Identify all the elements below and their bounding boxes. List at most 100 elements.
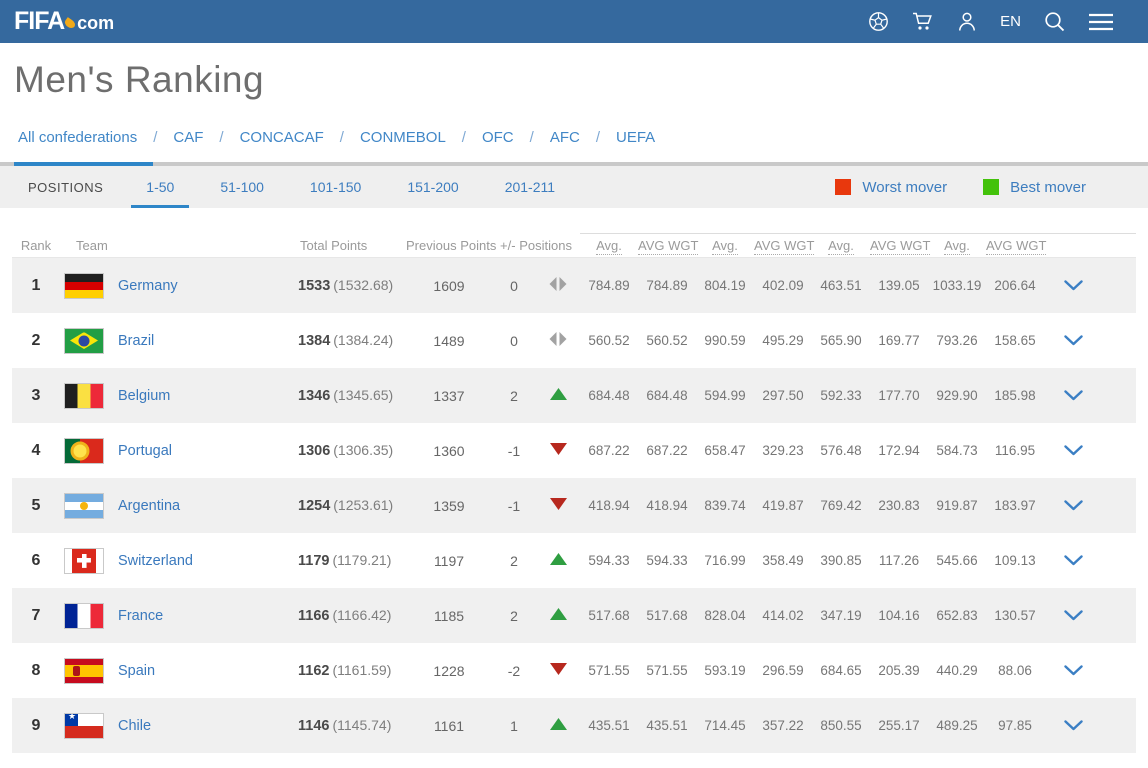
movement-cell <box>536 332 580 349</box>
stat-value: 109.13 <box>994 553 1036 568</box>
expand-row-button[interactable] <box>1044 280 1102 291</box>
table-row: 2 Brazil 1384 (1384.24) 1489 0 560.52 560… <box>12 313 1136 368</box>
stat-column-link[interactable]: Avg. <box>596 237 622 255</box>
flag-cell <box>60 272 108 299</box>
positions-range-tab[interactable]: 201-211 <box>482 166 578 208</box>
rank-cell: 4 <box>31 441 41 459</box>
year-header-row <box>12 212 1136 234</box>
rank-cell: 2 <box>31 331 41 349</box>
stat-value: 206.64 <box>994 278 1036 293</box>
expand-row-button[interactable] <box>1044 720 1102 731</box>
total-points-exact: (1166.42) <box>332 607 392 623</box>
stat-column-link[interactable]: AVG WGT <box>986 237 1047 255</box>
down-arrow-icon <box>549 498 567 510</box>
fifa-logo[interactable]: FIFA com <box>14 7 114 36</box>
confederation-tab[interactable]: CONMEBOL <box>344 125 462 162</box>
movement-cell <box>536 718 580 733</box>
stat-column-header: AVG WGT <box>986 237 1047 255</box>
stat-value: 594.33 <box>588 553 630 568</box>
team-link[interactable]: France <box>118 607 164 624</box>
total-points-header: Total Points <box>300 237 368 253</box>
confederation-tab[interactable]: CAF <box>157 125 219 162</box>
positions-range-tab[interactable]: 1-50 <box>123 166 197 208</box>
tab-separator: / <box>529 129 534 146</box>
top-bar: FIFA com EN <box>0 0 1148 43</box>
team-link[interactable]: Spain <box>118 662 156 679</box>
user-icon[interactable] <box>957 11 977 32</box>
flag-cell <box>60 657 108 684</box>
language-selector[interactable]: EN <box>1000 13 1021 30</box>
team-header: Team <box>76 237 108 253</box>
flag-cell <box>60 492 108 519</box>
tab-separator: / <box>339 129 344 146</box>
cart-icon[interactable] <box>912 11 934 32</box>
confederation-tab[interactable]: AFC <box>534 125 596 162</box>
up-arrow-icon <box>549 608 567 620</box>
team-cell: France <box>108 608 288 624</box>
legend-label: Best mover <box>1010 178 1086 196</box>
confederation-tab[interactable]: OFC <box>466 125 530 162</box>
confederation-tab-label: CONCACAF <box>239 129 324 146</box>
total-points-value: 1162 <box>298 663 330 679</box>
expand-row-button[interactable] <box>1044 555 1102 566</box>
stat-value: 687.22 <box>646 443 688 458</box>
stat-value: 714.45 <box>704 718 746 733</box>
rank-cell: 6 <box>31 551 41 569</box>
stat-column-link[interactable]: Avg. <box>712 237 738 255</box>
stat-value: 418.94 <box>646 498 688 513</box>
stat-column-header: Avg. <box>696 237 754 255</box>
positions-range-tab[interactable]: 151-200 <box>384 166 481 208</box>
stat-value: 565.90 <box>820 333 862 348</box>
expand-row-button[interactable] <box>1044 445 1102 456</box>
expand-row-button[interactable] <box>1044 665 1102 676</box>
rank-cell: 5 <box>31 496 41 514</box>
up-arrow-icon <box>549 718 567 730</box>
positions-range-tab[interactable]: 101-150 <box>287 166 384 208</box>
position-change-cell: -1 <box>507 497 521 514</box>
position-change-cell: 2 <box>510 552 518 569</box>
team-cell: Argentina <box>108 498 288 514</box>
position-change-cell: 1 <box>510 717 518 734</box>
team-flag-icon <box>64 547 104 574</box>
expand-row-button[interactable] <box>1044 500 1102 511</box>
stat-value: 358.49 <box>762 553 804 568</box>
stat-column-link[interactable]: AVG WGT <box>638 237 699 255</box>
total-points-value: 1384 <box>298 333 331 349</box>
stat-column-link[interactable]: AVG WGT <box>754 237 815 255</box>
stat-column-link[interactable]: Avg. <box>828 237 854 255</box>
football-icon[interactable] <box>868 11 889 32</box>
flag-cell <box>60 602 108 629</box>
stat-value: 297.50 <box>762 388 804 403</box>
stat-column-link[interactable]: Avg. <box>944 237 970 255</box>
expand-row-button[interactable] <box>1044 610 1102 621</box>
team-link[interactable]: Germany <box>118 277 178 294</box>
stat-value: 652.83 <box>936 608 978 623</box>
search-icon[interactable] <box>1044 11 1065 32</box>
positions-range-tab[interactable]: 51-100 <box>197 166 287 208</box>
team-link[interactable]: Belgium <box>118 387 171 404</box>
expand-row-button[interactable] <box>1044 335 1102 346</box>
team-link[interactable]: Chile <box>118 717 152 734</box>
team-link[interactable]: Argentina <box>118 497 181 514</box>
stat-value: 919.87 <box>936 498 978 513</box>
flag-cell <box>60 327 108 354</box>
stat-value: 435.51 <box>646 718 688 733</box>
confederation-tab[interactable]: UEFA <box>600 125 671 162</box>
team-link[interactable]: Portugal <box>118 442 173 459</box>
page-title: Men's Ranking <box>14 59 265 100</box>
team-link[interactable]: Switzerland <box>118 552 193 569</box>
total-points-cell: 1162 (1161.59) <box>288 662 406 679</box>
stat-column-header: Avg. <box>812 237 870 255</box>
team-link[interactable]: Brazil <box>118 332 155 349</box>
table-row: 7 France 1166 (1166.42) 1185 2 517.68 517… <box>12 588 1136 643</box>
stat-column-link[interactable]: AVG WGT <box>870 237 931 255</box>
stat-value: 329.23 <box>762 443 804 458</box>
stat-value: 158.65 <box>994 333 1036 348</box>
up-arrow-icon <box>549 553 567 565</box>
menu-icon[interactable] <box>1088 13 1114 31</box>
total-points-cell: 1146 (1145.74) <box>288 717 406 734</box>
stat-value: 545.66 <box>936 553 978 568</box>
confederation-tab[interactable]: CONCACAF <box>224 125 340 162</box>
expand-row-button[interactable] <box>1044 390 1102 401</box>
confederation-tab[interactable]: All confederations <box>14 125 154 166</box>
